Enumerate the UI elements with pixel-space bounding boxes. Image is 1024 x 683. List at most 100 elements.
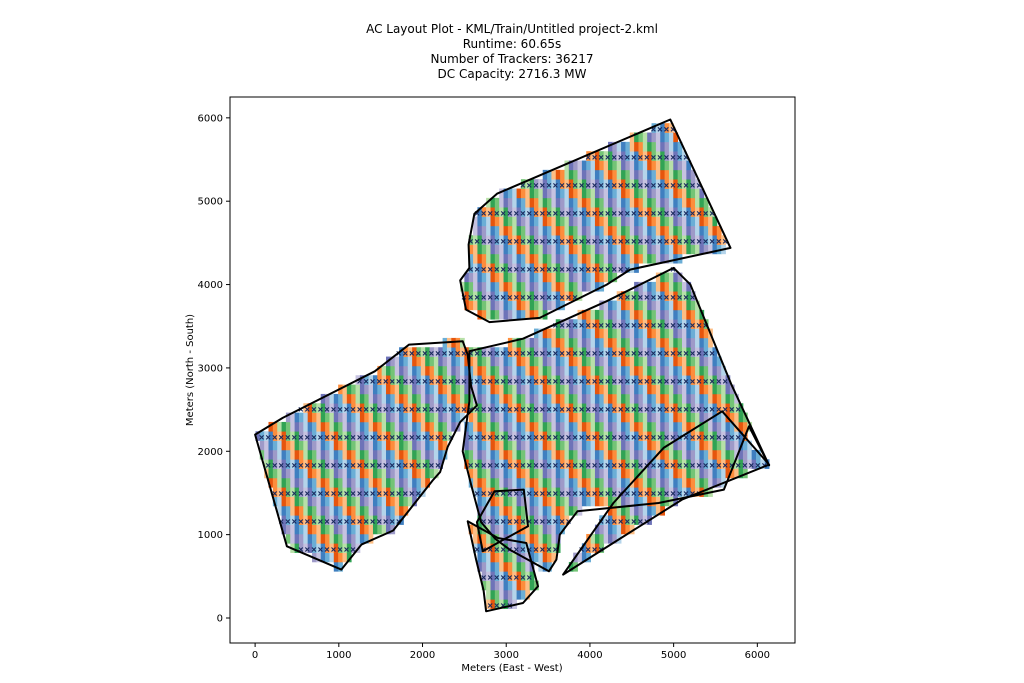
tracker-block (695, 449, 700, 460)
tracker-block (272, 449, 278, 460)
tracker-block (364, 384, 370, 395)
tracker-block (377, 421, 383, 432)
tracker-block (298, 496, 304, 507)
tracker-block (490, 440, 496, 451)
inverter-marker (442, 351, 447, 356)
tracker-block (529, 216, 535, 227)
tracker-block (542, 505, 548, 516)
tracker-block (612, 365, 618, 376)
inverter-marker (618, 379, 624, 384)
tracker-block (638, 244, 644, 255)
tracker-block (551, 300, 557, 311)
inverter-marker (631, 435, 637, 440)
tracker-block (586, 263, 591, 273)
tracker-block (399, 449, 404, 460)
tracker-block (477, 365, 483, 376)
tracker-block (673, 487, 679, 497)
tracker-block (547, 524, 552, 535)
inverter-marker (664, 463, 669, 468)
tracker-block (642, 477, 648, 488)
inverter-marker (540, 379, 545, 384)
tracker-block (716, 477, 722, 488)
tracker-block (629, 244, 635, 255)
tracker-block (625, 487, 631, 497)
inverter-marker (631, 155, 637, 160)
inverter-marker (481, 379, 486, 384)
tracker-block (612, 393, 618, 404)
tracker-block (534, 244, 539, 255)
tracker-block (416, 468, 422, 479)
tracker-block (590, 188, 596, 199)
tracker-block (573, 225, 578, 236)
tracker-block (512, 356, 517, 367)
inverter-marker (572, 407, 578, 412)
tracker-block (425, 412, 430, 423)
tracker-block (490, 216, 496, 227)
tracker-block (412, 384, 417, 395)
tracker-block (281, 515, 287, 525)
tracker-block (325, 533, 330, 544)
tracker-block (599, 309, 605, 320)
tracker-block (586, 393, 591, 404)
tracker-block (603, 216, 609, 227)
tracker-block (455, 356, 461, 367)
tracker-block (625, 253, 631, 264)
tracker-block (577, 449, 583, 460)
tracker-block (499, 272, 504, 283)
inverter-marker (468, 295, 473, 300)
tracker-block (594, 375, 600, 385)
tracker-block (490, 468, 496, 479)
tracker-block (568, 160, 574, 171)
inverter-marker (520, 575, 526, 580)
tracker-block (503, 347, 509, 357)
tracker-block (564, 244, 570, 255)
tracker-block (377, 505, 383, 516)
tracker-block (673, 328, 679, 339)
tracker-block (564, 468, 570, 479)
tracker-block (686, 169, 692, 180)
tracker-block (390, 515, 396, 525)
inverter-marker (383, 435, 389, 440)
tracker-block (651, 356, 657, 367)
tracker-block (294, 477, 300, 488)
tracker-block (629, 253, 635, 264)
tracker-block (464, 356, 470, 367)
tracker-block (312, 468, 317, 479)
inverter-marker (376, 379, 382, 384)
inverter-marker (683, 491, 689, 496)
tracker-block (338, 561, 343, 572)
tracker-block (634, 179, 639, 189)
tracker-block (386, 365, 391, 376)
y-tick-label: 4000 (198, 280, 223, 291)
tracker-block (625, 337, 631, 348)
tracker-block (555, 169, 561, 180)
tracker-block (486, 580, 491, 591)
tracker-block (542, 197, 548, 208)
tracker-block (320, 431, 326, 441)
tracker-block (690, 356, 696, 367)
tracker-block (551, 356, 557, 367)
tracker-block (534, 496, 539, 507)
tracker-block (668, 477, 674, 488)
tracker-block (320, 487, 326, 497)
tracker-block (734, 412, 739, 423)
tracker-block (638, 393, 644, 404)
tracker-block (359, 421, 365, 432)
x-axis-label: Meters (East - West) (461, 663, 562, 674)
tracker-block (542, 179, 548, 189)
tracker-block (655, 384, 661, 395)
tracker-block (738, 459, 744, 469)
tracker-block (668, 384, 674, 395)
tracker-block (290, 533, 296, 544)
inverter-marker (566, 351, 571, 356)
tracker-block (555, 403, 561, 413)
tracker-block (655, 468, 661, 479)
tracker-block (542, 375, 548, 385)
tracker-block (590, 244, 596, 255)
tracker-block (386, 421, 391, 432)
tracker-block (608, 216, 613, 227)
inverter-marker (526, 575, 532, 580)
tracker-block (455, 384, 461, 395)
tracker-block (529, 515, 535, 525)
inverter-marker (331, 491, 336, 496)
